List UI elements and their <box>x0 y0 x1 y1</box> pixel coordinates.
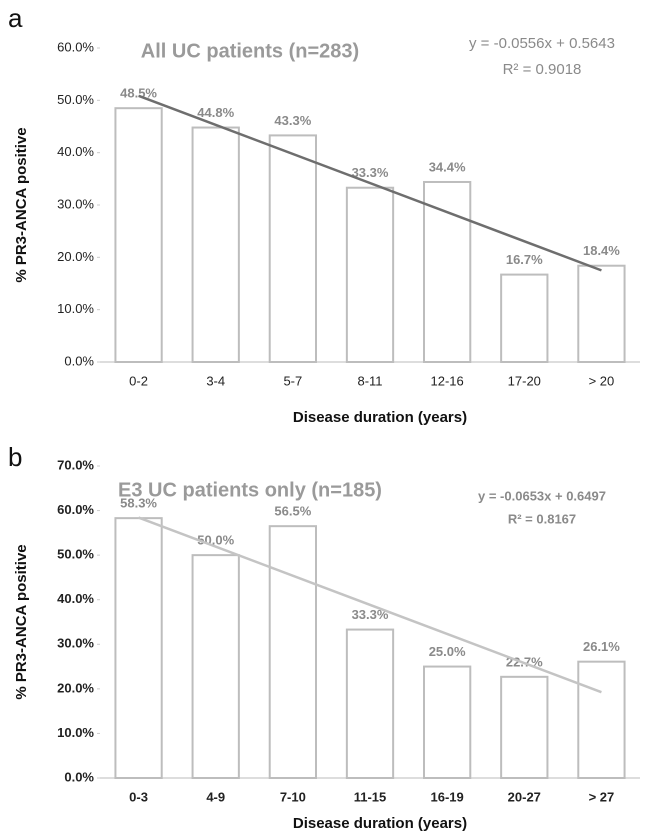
value-label: 58.3% <box>120 496 157 511</box>
y-tick-label: 20.0% <box>57 680 94 695</box>
y-tick-label: 40.0% <box>57 591 94 606</box>
y-tick-label: 70.0% <box>57 457 94 472</box>
value-label: 44.8% <box>197 105 234 120</box>
x-tick-label: 12-16 <box>431 373 464 388</box>
y-tick-label: 30.0% <box>57 196 94 211</box>
trend-r2: R² = 0.9018 <box>503 61 582 78</box>
bar <box>423 180 472 363</box>
x-tick-label: 3-4 <box>206 373 225 388</box>
y-tick-label: 30.0% <box>57 636 94 651</box>
y-tick-label: 60.0% <box>57 502 94 517</box>
x-tick-label: 8-11 <box>357 373 382 388</box>
value-label: 33.3% <box>352 607 389 622</box>
y-tick-label: 50.0% <box>57 92 94 107</box>
value-label: 33.3% <box>352 165 389 180</box>
x-tick-label: 7-10 <box>280 789 306 804</box>
value-label: 25.0% <box>429 644 466 659</box>
x-axis-title: Disease duration (years) <box>293 409 467 426</box>
trendline <box>138 94 602 272</box>
value-label: 34.4% <box>429 159 466 174</box>
chart-title: All UC patients (n=283) <box>141 40 359 62</box>
value-label: 50.0% <box>197 533 234 548</box>
y-tick-label: 50.0% <box>57 547 94 562</box>
x-axis-title: Disease duration (years) <box>293 815 467 832</box>
x-tick-label: 16-19 <box>431 789 464 804</box>
x-tick-label: 5-7 <box>283 373 302 388</box>
y-axis-title: % PR3-ANCA positive <box>13 127 30 282</box>
value-label: 56.5% <box>274 504 311 519</box>
bar <box>577 264 626 363</box>
panel-label: a <box>8 3 23 33</box>
x-tick-label: 20-27 <box>508 789 541 804</box>
panel-label: b <box>8 442 22 472</box>
bar <box>114 107 163 363</box>
bar <box>500 675 549 780</box>
bar <box>268 525 318 780</box>
bar <box>191 126 240 364</box>
bar <box>191 554 240 780</box>
y-tick-label: 10.0% <box>57 725 94 740</box>
x-tick-label: 11-15 <box>354 789 387 804</box>
value-label: 18.4% <box>583 243 620 258</box>
bar <box>345 628 395 779</box>
x-tick-label: > 27 <box>589 789 615 804</box>
value-label: 26.1% <box>583 639 620 654</box>
y-axis-title: % PR3-ANCA positive <box>13 544 30 699</box>
y-tick-label: 60.0% <box>57 39 94 54</box>
trend-equation: y = -0.0653x + 0.6497 <box>478 488 606 503</box>
chart-title: E3 UC patients only (n=185) <box>118 479 382 501</box>
trend-r2: R² = 0.8167 <box>508 511 576 526</box>
x-tick-label: 0-2 <box>129 373 148 388</box>
bar <box>268 134 318 363</box>
x-tick-label: 4-9 <box>206 789 225 804</box>
bar <box>345 186 395 363</box>
y-tick-label: 20.0% <box>57 249 94 264</box>
y-tick-label: 40.0% <box>57 144 94 159</box>
x-tick-label: 17-20 <box>508 373 541 388</box>
bar <box>423 665 472 779</box>
trend-equation: y = -0.0556x + 0.5643 <box>469 35 615 52</box>
y-tick-label: 0.0% <box>64 769 94 784</box>
value-label: 16.7% <box>506 252 543 267</box>
value-label: 48.5% <box>120 86 157 101</box>
y-tick-label: 0.0% <box>64 353 94 368</box>
x-tick-label: 0-3 <box>129 789 148 804</box>
x-tick-label: > 20 <box>589 373 615 388</box>
bar <box>500 273 549 363</box>
bar <box>114 517 163 779</box>
trendline <box>138 516 602 694</box>
y-tick-label: 10.0% <box>57 301 94 316</box>
bar <box>577 660 626 780</box>
value-label: 43.3% <box>274 113 311 128</box>
